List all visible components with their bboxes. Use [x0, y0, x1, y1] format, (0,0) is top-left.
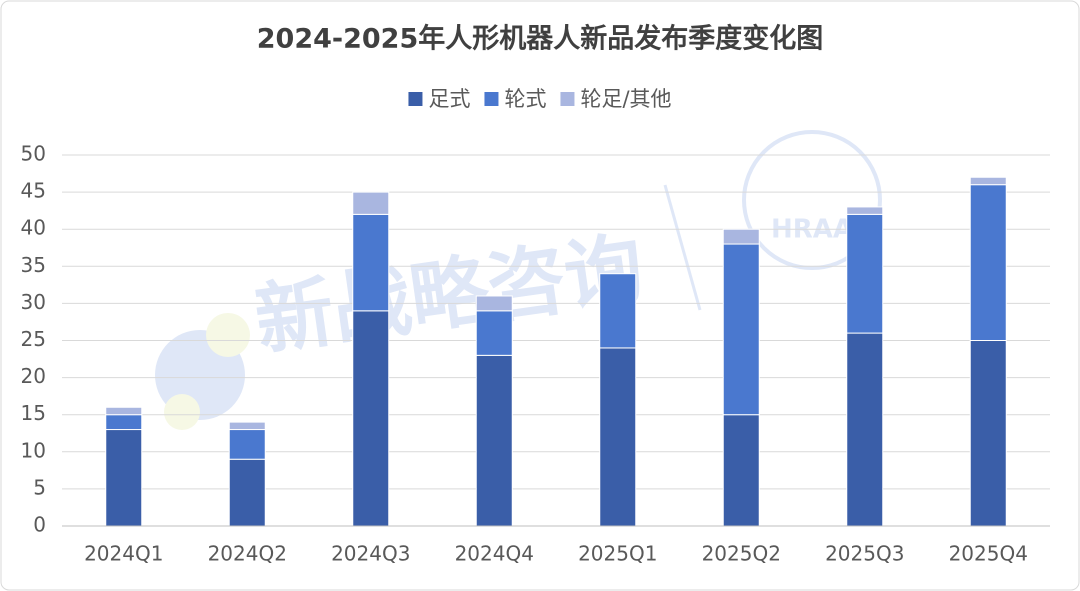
watermark-logo: [155, 330, 245, 420]
bar-segment: [846, 332, 884, 527]
y-tick-label: 25: [21, 327, 46, 351]
bar-segment: [722, 414, 760, 527]
y-tick-label: 5: [33, 475, 46, 499]
y-tick-label: 45: [21, 179, 46, 203]
watermark-logo: [164, 394, 200, 430]
bar-segment: [722, 243, 760, 416]
x-tick-label: 2025Q2: [702, 542, 781, 566]
bar-segment: [599, 347, 637, 527]
bar-segment: [722, 228, 760, 245]
bar-segment: [352, 191, 390, 215]
watermark-seal: [742, 130, 882, 270]
y-tick-label: 10: [21, 438, 46, 462]
legend-label: 足式: [428, 87, 470, 111]
bar-segment: [846, 213, 884, 334]
legend-swatch: [560, 92, 575, 106]
legend-swatch: [408, 92, 423, 106]
bar-segment: [228, 458, 266, 527]
bar-segment: [352, 310, 390, 527]
y-tick-label: 30: [21, 290, 46, 314]
y-tick-label: 15: [21, 401, 46, 425]
bar-segment: [475, 295, 513, 312]
bar-segment: [599, 273, 637, 349]
bar-segment: [969, 340, 1007, 527]
bar-segment: [105, 414, 143, 431]
legend: 足式 轮式 轮足/其他: [408, 87, 672, 111]
chart-title: 2024-2025年人形机器人新品发布季度变化图: [257, 23, 824, 55]
bar-segment: [475, 310, 513, 356]
bar-segment: [228, 421, 266, 431]
y-tick-label: 50: [21, 142, 46, 166]
bar-segment: [105, 406, 143, 416]
y-tick-label: 0: [33, 513, 46, 537]
bar-segment: [475, 354, 513, 527]
bar-segment: [105, 429, 143, 527]
y-tick-label: 20: [21, 364, 46, 388]
bar-segment: [352, 213, 390, 312]
legend-swatch: [484, 92, 499, 106]
y-tick-label: 40: [21, 216, 46, 240]
bar-segment: [228, 429, 266, 460]
bar-segment: [969, 176, 1007, 186]
bar-segment: [969, 184, 1007, 341]
x-tick-label: 2025Q3: [825, 542, 904, 566]
x-tick-label: 2024Q2: [208, 542, 287, 566]
y-tick-label: 35: [21, 253, 46, 277]
x-tick-label: 2024Q3: [331, 542, 410, 566]
legend-label: 轮式: [504, 87, 546, 111]
bar-segment: [846, 206, 884, 215]
x-tick-label: 2024Q4: [455, 542, 534, 566]
x-tick-label: 2024Q1: [84, 542, 163, 566]
legend-label: 轮足/其他: [580, 87, 671, 111]
x-tick-label: 2025Q4: [949, 542, 1028, 566]
x-tick-label: 2025Q1: [578, 542, 657, 566]
watermark-divider: [663, 184, 702, 311]
watermark-logo: [206, 313, 250, 357]
